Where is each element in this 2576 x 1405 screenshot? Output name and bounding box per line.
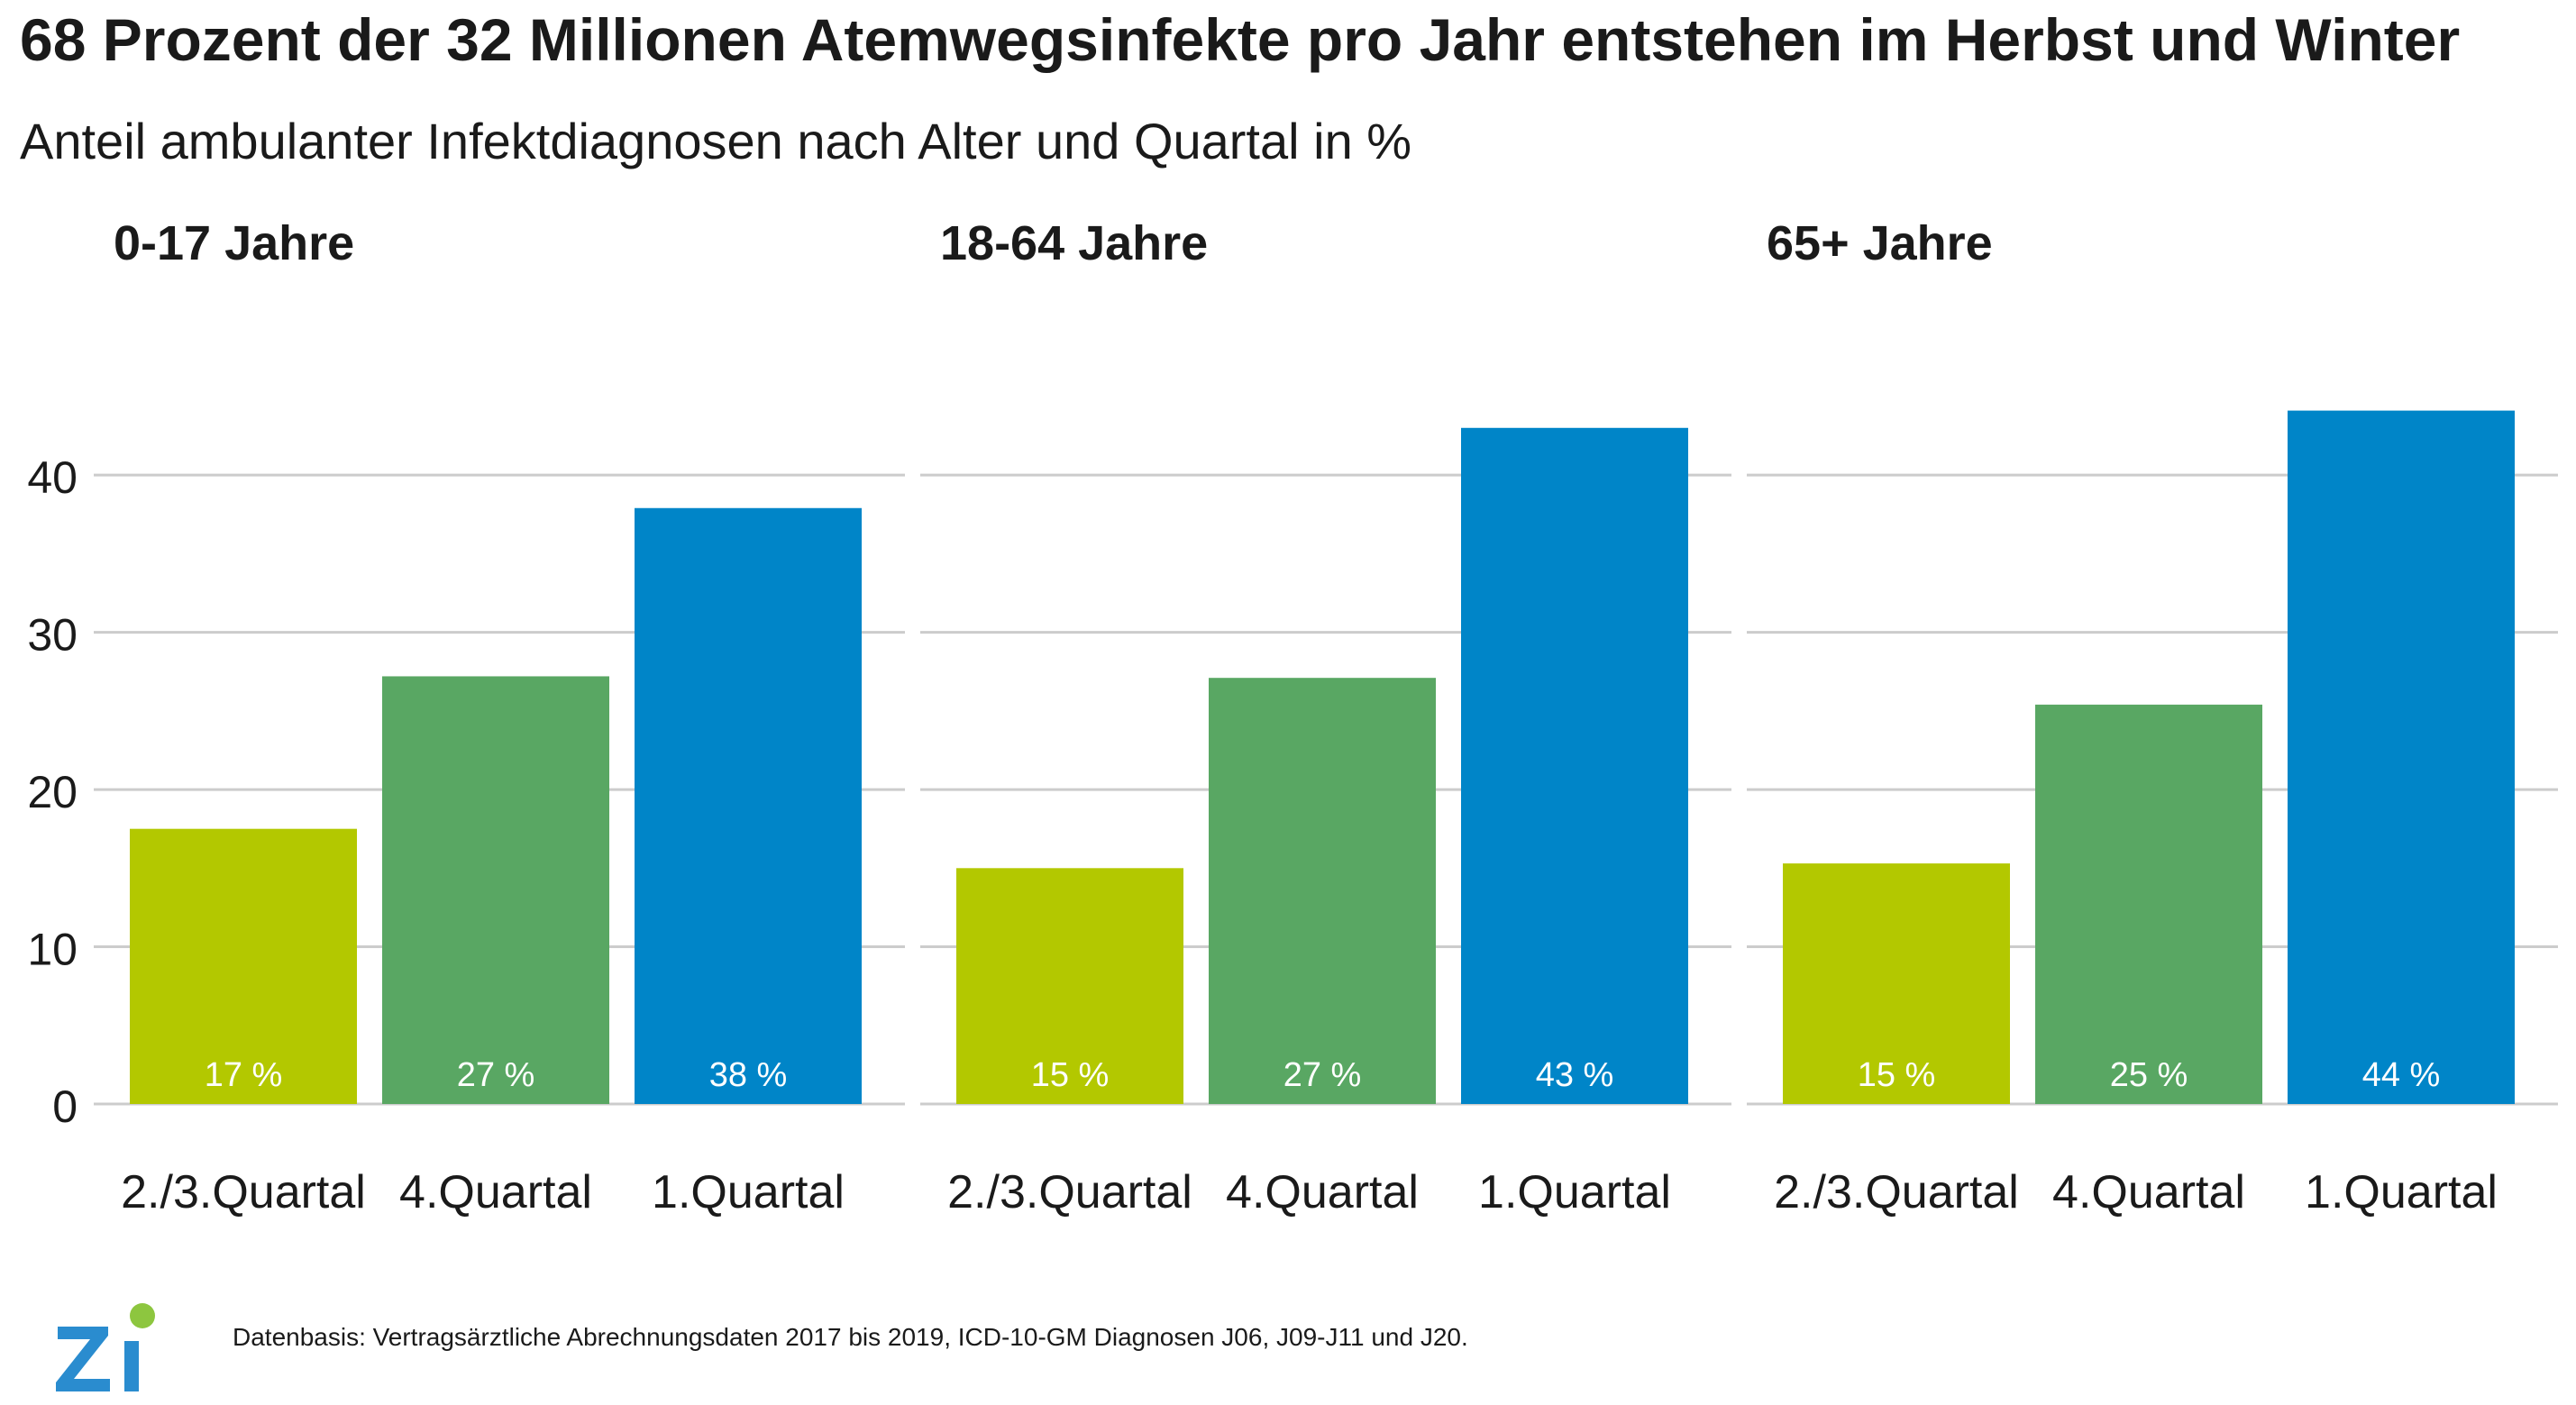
panel-title: 0-17 Jahre <box>114 216 354 270</box>
bar-value-label: 43 % <box>1536 1056 1614 1094</box>
chart-subtitle: Anteil ambulanter Infektdiagnosen nach A… <box>20 113 1412 169</box>
x-tick-label: 1.Quartal <box>1478 1166 1671 1218</box>
zi-logo <box>56 1303 155 1391</box>
y-tick-label: 0 <box>52 1081 78 1132</box>
x-tick-label: 2./3.Quartal <box>121 1166 366 1218</box>
x-tick-label: 2./3.Quartal <box>947 1166 1192 1218</box>
panel-title: 18-64 Jahre <box>940 216 1208 270</box>
y-tick-label: 20 <box>27 767 78 817</box>
bar <box>382 676 609 1104</box>
bar-chart: 0 10 20 30 40 0-17 Jahre 17 % 2./3.Quartal 27 % 4… <box>27 216 2558 1218</box>
bar-value-label: 15 % <box>1858 1056 1936 1094</box>
bar <box>2288 410 2515 1104</box>
y-tick-label: 40 <box>27 452 78 503</box>
bar-value-label: 27 % <box>457 1056 535 1094</box>
x-tick-label: 1.Quartal <box>2305 1166 2498 1218</box>
bar <box>1783 863 2010 1104</box>
bar <box>130 828 357 1104</box>
y-tick-label: 30 <box>27 610 78 661</box>
bar <box>956 868 1183 1104</box>
chart-title: 68 Prozent der 32 Millionen Atemwegsinfe… <box>20 6 2461 73</box>
x-tick-label: 4.Quartal <box>399 1166 592 1218</box>
x-tick-label: 4.Quartal <box>2052 1166 2245 1218</box>
bar-value-label: 38 % <box>709 1056 788 1094</box>
bar-value-label: 17 % <box>205 1056 283 1094</box>
panel-title: 65+ Jahre <box>1767 216 1993 270</box>
bar <box>635 507 862 1104</box>
bar <box>2035 704 2262 1104</box>
x-tick-label: 1.Quartal <box>652 1166 845 1218</box>
x-tick-label: 4.Quartal <box>1226 1166 1419 1218</box>
y-tick-label: 10 <box>27 925 78 975</box>
bar <box>1461 427 1688 1104</box>
bar-value-label: 44 % <box>2362 1056 2441 1094</box>
bar-value-label: 27 % <box>1283 1056 1362 1094</box>
bar <box>1209 678 1436 1104</box>
x-tick-label: 2./3.Quartal <box>1774 1166 2019 1218</box>
bar-value-label: 15 % <box>1031 1056 1110 1094</box>
bar-value-label: 25 % <box>2110 1056 2188 1094</box>
data-source-note: Datenbasis: Vertragsärztliche Abrechnung… <box>233 1323 1468 1351</box>
